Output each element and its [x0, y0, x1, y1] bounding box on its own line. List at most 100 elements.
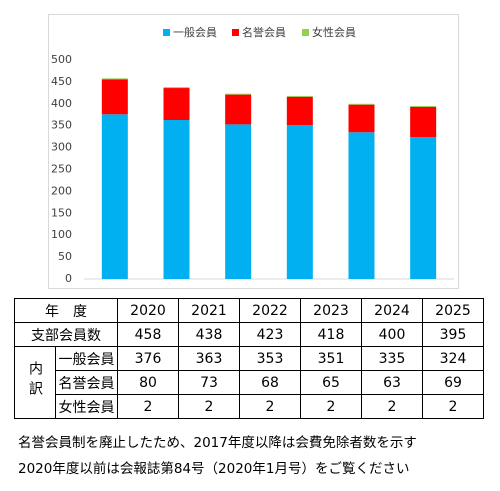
bar-segment [286, 95, 313, 97]
table-cell: 2024 [361, 298, 423, 323]
cell-text: 一般会員 [58, 351, 115, 368]
table-cell: 一般会員 [55, 346, 118, 371]
bar-segment [410, 105, 437, 107]
table-cell: 400 [361, 322, 423, 347]
table-cell: 女性会員 [55, 394, 118, 419]
bar-segment [101, 79, 128, 115]
cell-text: 2025 [435, 302, 471, 319]
table-cell: 2 [239, 394, 301, 419]
bar-segment [163, 88, 190, 121]
cell-text: 2 [448, 398, 458, 415]
bar-segment [348, 104, 375, 133]
table-cell: 2 [178, 394, 240, 419]
cell-text: 2021 [191, 302, 227, 319]
cell-text: 351 [317, 350, 345, 367]
cell-text: 2 [204, 398, 214, 415]
table-cell: 73 [178, 370, 240, 395]
table-cell: 2 [300, 394, 362, 419]
cell-text: 458 [134, 326, 162, 343]
table-cell: 2023 [300, 298, 362, 323]
bar-segment [101, 114, 128, 279]
cell-text: 2023 [313, 302, 349, 319]
cell-text: 2 [143, 398, 153, 415]
table-cell: 324 [422, 346, 484, 371]
note: 名誉会員制を廃止したため、2017年度以降は会費免除者数を示す [18, 435, 417, 451]
cell-text: 69 [444, 374, 462, 391]
bar-segment [163, 87, 190, 89]
bar-segment [225, 124, 252, 279]
legend-swatch [232, 29, 239, 36]
table-cell: 2020 [117, 298, 179, 323]
cell-text: 438 [195, 326, 223, 343]
bar-segment [410, 137, 437, 279]
cell-text: 内訳 [27, 360, 43, 401]
table-cell: 2025 [422, 298, 484, 323]
table-row: 支部会員数 458 438 423 418 400 395 [14, 322, 484, 347]
bar-segment [163, 120, 190, 279]
table-cell: 2022 [239, 298, 301, 323]
y-tick-label: 350 [51, 119, 72, 132]
table-cell: 内訳 [14, 346, 56, 419]
legend-label: 女性会員 [312, 25, 356, 39]
cell-text: 女性会員 [58, 399, 115, 416]
bar-segment [225, 93, 252, 95]
data-table: 年 度 2020 2021 2022 2023 2024 2025 支部会員数 458 438 42… [14, 298, 484, 419]
cell-text: 2 [265, 398, 275, 415]
chart: 0 50 100 150 200 250 300 350 400 450 500 一般会員 名誉会員 女性… [48, 14, 459, 289]
table-cell: 68 [239, 370, 301, 395]
cell-text: 423 [256, 326, 284, 343]
bar-segment [286, 96, 313, 126]
table-cell: 363 [178, 346, 240, 371]
table-cell: 2 [422, 394, 484, 419]
cell-text: 名誉会員 [58, 375, 115, 392]
cell-text: 63 [383, 374, 401, 391]
cell-text: 2 [326, 398, 336, 415]
y-tick-label: 250 [51, 163, 72, 176]
bar-segment [101, 78, 128, 80]
cell-text: 2020 [130, 302, 166, 319]
table-cell: 458 [117, 322, 179, 347]
y-tick-label: 100 [51, 228, 72, 241]
legend-label: 名誉会員 [242, 25, 286, 39]
table-cell: 80 [117, 370, 179, 395]
table-cell: 名誉会員 [55, 370, 118, 395]
table-cell: 353 [239, 346, 301, 371]
cell-text: 324 [439, 350, 467, 367]
note: 2020年度以前は会報誌第84号（2020年1月号）をご覧ください [18, 461, 410, 477]
table-row: 女性会員 2 2 2 2 2 2 [15, 394, 484, 419]
table-cell: 支部会員数 [14, 322, 118, 347]
cell-text: 376 [134, 350, 162, 367]
y-tick-label: 450 [51, 75, 72, 88]
table-cell: 438 [178, 322, 240, 347]
cell-text: 73 [200, 374, 218, 391]
y-tick-label: 150 [51, 206, 72, 219]
cell-text: 68 [261, 374, 279, 391]
cell-text: 2022 [252, 302, 288, 319]
bar-segment [225, 94, 252, 125]
cell-text: 2024 [374, 302, 410, 319]
bar-segment [348, 103, 375, 105]
table-cell: 335 [361, 346, 423, 371]
cell-text: 400 [378, 326, 406, 343]
table-cell: 395 [422, 322, 484, 347]
cell-text: 418 [317, 326, 345, 343]
y-tick-label: 50 [58, 250, 72, 263]
y-tick-label: 200 [51, 184, 72, 197]
legend-swatch [302, 29, 309, 36]
cell-text: 395 [439, 326, 467, 343]
table-cell: 63 [361, 370, 423, 395]
table-cell: 2021 [178, 298, 240, 323]
table-cell: 2 [361, 394, 423, 419]
cell-text: 65 [322, 374, 340, 391]
legend-label: 一般会員 [173, 26, 217, 39]
table-cell: 423 [239, 322, 301, 347]
bar-segment [410, 106, 437, 138]
table-cell: 376 [117, 346, 179, 371]
table-row: 内訳 一般会員 376 363 353 351 335 324 [14, 346, 484, 419]
table-cell: 418 [300, 322, 362, 347]
cell-text: 支部会員数 [31, 327, 101, 344]
table-cell: 2 [117, 394, 179, 419]
cell-text: 2 [387, 398, 397, 415]
